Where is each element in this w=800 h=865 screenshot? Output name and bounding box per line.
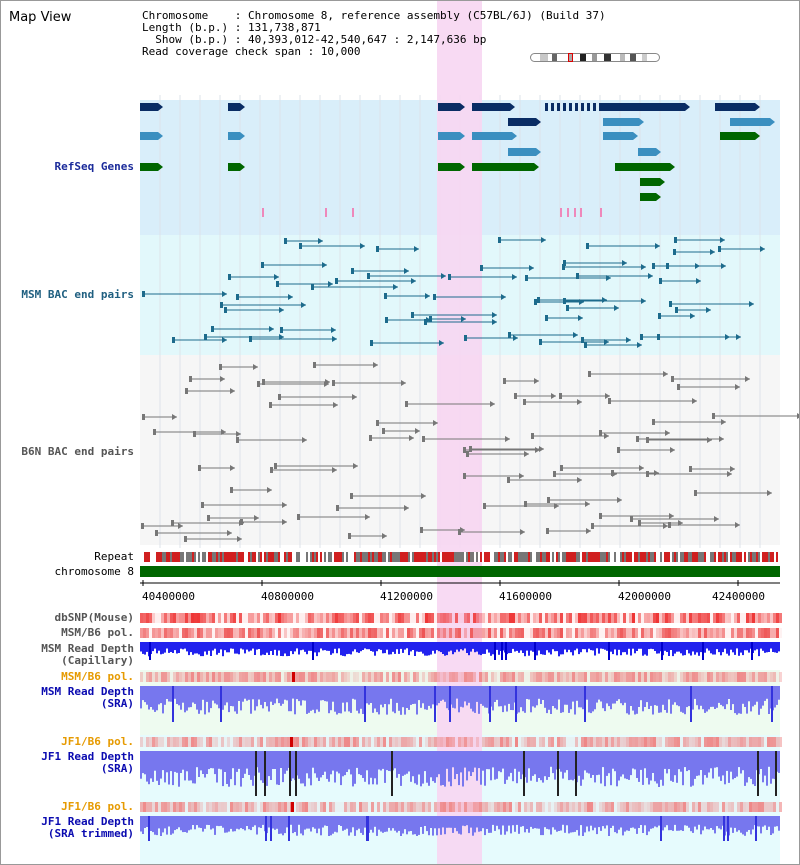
coverage-span-line: Read coverage check span : 10,000 (142, 45, 361, 58)
msm-b6-pol-sra-label[interactable]: MSM/B6 pol. (61, 670, 134, 683)
jf1-b6-pol-2-label[interactable]: JF1/B6 pol. (61, 800, 134, 813)
chromosome-ideogram[interactable] (530, 53, 660, 62)
length-line: Length (b.p.) : 131,738,871 (142, 21, 321, 34)
repeat-track-label[interactable]: Repeat (94, 550, 134, 563)
jf1-depth-sra-label[interactable]: JF1 Read Depth (SRA) (41, 750, 134, 775)
msm-depth-sra-label[interactable]: MSM Read Depth (SRA) (41, 685, 134, 710)
axis-tick-label: 40800000 (261, 590, 314, 603)
region-info: Chromosome : Chromosome 8, reference ass… (142, 10, 606, 58)
b6n-bac-track-label[interactable]: B6N BAC end pairs (21, 445, 134, 458)
msm-depth-capillary-label[interactable]: MSM Read Depth (Capillary) (41, 642, 134, 667)
jf1-b6-pol-label[interactable]: JF1/B6 pol. (61, 735, 134, 748)
msm-b6-pol-label[interactable]: MSM/B6 pol. (61, 626, 134, 639)
jf1-depth-trimmed-label[interactable]: JF1 Read Depth (SRA trimmed) (41, 815, 134, 840)
axis-tick-label: 41200000 (380, 590, 433, 603)
show-line: Show (b.p.) : 40,393,012-42,540,647 : 2,… (142, 33, 487, 46)
view-title: Map View (9, 10, 72, 25)
msm-bac-track-label[interactable]: MSM BAC end pairs (21, 288, 134, 301)
axis-tick-label: 42000000 (618, 590, 671, 603)
axis-tick-label: 40400000 (142, 590, 195, 603)
axis-tick-label: 41600000 (499, 590, 552, 603)
refseq-track-label[interactable]: RefSeq Genes (54, 160, 134, 173)
dbsnp-track-label[interactable]: dbSNP(Mouse) (54, 611, 134, 624)
chromosome-line: Chromosome : Chromosome 8, reference ass… (142, 9, 606, 22)
axis-tick-label: 42400000 (712, 590, 765, 603)
chromosome-track-label[interactable]: chromosome 8 (54, 565, 134, 578)
